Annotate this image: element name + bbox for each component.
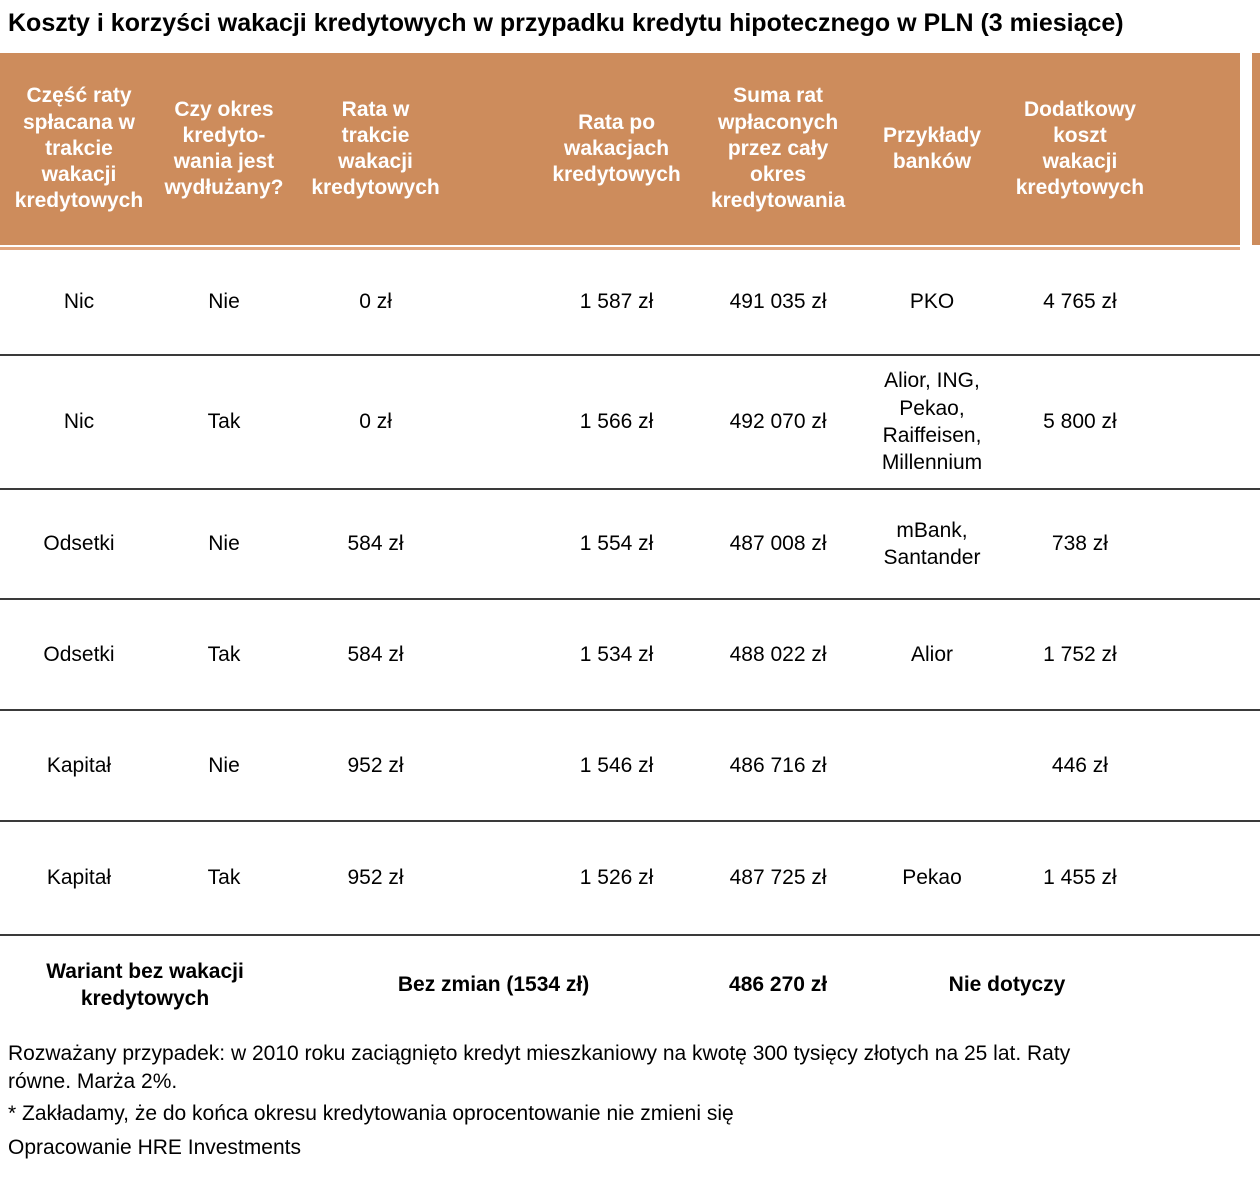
extra-cost-cell: 1 752 zł — [1043, 642, 1117, 666]
part-cell: Odsetki — [43, 642, 115, 666]
extension-cell: Nie — [208, 290, 240, 314]
footnote-case: Rozważany przypadek: w 2010 roku zaciągn… — [8, 1042, 1071, 1093]
header-cell-rate-after: Rata po wakacjach kredytowych — [552, 110, 681, 187]
extra-cost-cell: 4 765 zł — [1043, 290, 1117, 314]
table-row: Kapitał Nie 952 zł 1 546 zł 486 716 zł 4… — [0, 709, 1260, 820]
extension-cell: Nie — [208, 753, 240, 777]
header-cell-part: Część raty spłacana w trakcie wakacji kr… — [14, 84, 144, 213]
footnote-assumption: * Zakładamy, że do końca okresu kredytow… — [8, 1102, 734, 1125]
extra-cost-cell: 1 455 zł — [1043, 866, 1117, 890]
table-header-row: Część raty spłacana w trakcie wakacji kr… — [0, 53, 1240, 245]
rate-after-cell: 1 566 zł — [579, 410, 654, 434]
table-row: Kapitał Tak 952 zł 1 526 zł 487 725 zł P… — [0, 820, 1260, 934]
table-row: Nic Tak 0 zł 1 566 zł 492 070 zł Alior, … — [0, 354, 1260, 488]
extension-cell: Tak — [207, 410, 241, 434]
page-title: Koszty i korzyści wakacji kredytowych w … — [8, 9, 1124, 37]
extension-cell: Tak — [207, 642, 241, 666]
extension-cell: Tak — [207, 866, 241, 890]
rate-after-cell: 1 546 zł — [579, 753, 654, 777]
table-row: Odsetki Nie 584 zł 1 554 zł 487 008 zł m… — [0, 488, 1260, 598]
header-cell-banks: Przykłady banków — [882, 123, 982, 173]
banks-cell: mBank, Santander — [883, 518, 981, 569]
rate-during-cell: 584 zł — [347, 532, 404, 556]
total-sum-cell: 487 008 zł — [729, 532, 827, 556]
banks-cell: Alior — [910, 642, 953, 666]
total-sum-cell: 486 716 zł — [729, 753, 827, 777]
rate-after-cell: 1 554 zł — [579, 532, 654, 556]
total-sum-cell: 492 070 zł — [729, 410, 827, 434]
total-sum-cell: 488 022 zł — [729, 642, 827, 666]
rate-during-cell: 0 zł — [359, 290, 392, 314]
right-edge-accent-stripe — [1252, 53, 1260, 245]
header-cell-total-sum: Suma rat wpłaconych przez cały okres kre… — [710, 84, 846, 213]
rate-during-cell: 952 zł — [347, 753, 404, 777]
total-sum-cell: 491 035 zł — [729, 290, 827, 314]
rate-during-cell: 0 zł — [359, 410, 392, 434]
extension-cell: Nie — [208, 532, 240, 556]
part-cell: Nic — [63, 410, 95, 434]
banks-cell: Pekao — [902, 866, 962, 890]
header-underline — [0, 247, 1240, 250]
rate-after-cell: 1 526 zł — [579, 866, 654, 890]
summary-total: 486 270 zł — [729, 973, 828, 997]
table-row: Odsetki Tak 584 zł 1 534 zł 488 022 zł A… — [0, 598, 1260, 709]
part-cell: Nic — [63, 290, 95, 314]
table-row: Nic Nie 0 zł 1 587 zł 491 035 zł PKO 4 7… — [0, 250, 1260, 354]
total-sum-cell: 487 725 zł — [729, 866, 827, 890]
rate-after-cell: 1 534 zł — [579, 642, 654, 666]
header-cell-extension: Czy okres kredyto- wania jest wydłużany? — [164, 97, 284, 200]
banks-cell: Alior, ING, Pekao, Raiffeisen, Millenniu… — [881, 369, 983, 475]
part-cell: Kapitał — [46, 753, 112, 777]
part-cell: Kapitał — [46, 866, 112, 890]
banks-cell: PKO — [909, 290, 955, 314]
summary-label: Wariant bez wakacji kredytowych — [46, 959, 244, 1010]
header-cell-extra-cost: Dodatkowy koszt wakacji kredytowych — [1015, 97, 1145, 200]
footnotes: Rozważany przypadek: w 2010 roku zaciągn… — [0, 1034, 1260, 1162]
extra-cost-cell: 446 zł — [1051, 753, 1108, 777]
footnote-source: Opracowanie HRE Investments — [8, 1136, 301, 1159]
extra-cost-cell: 738 zł — [1051, 532, 1108, 556]
rate-during-cell: 584 zł — [347, 642, 404, 666]
part-cell: Odsetki — [43, 532, 115, 556]
table-body: Nic Nie 0 zł 1 587 zł 491 035 zł PKO 4 7… — [0, 250, 1260, 1034]
summary-row: Wariant bez wakacji kredytowych Bez zmia… — [0, 934, 1260, 1034]
header-cell-rate-during: Rata w trakcie wakacji kredytowych — [311, 97, 440, 200]
summary-banks: Nie dotyczy — [948, 973, 1066, 997]
summary-rate: Bez zmian (1534 zł) — [397, 973, 590, 997]
extra-cost-cell: 5 800 zł — [1043, 410, 1117, 434]
rate-during-cell: 952 zł — [347, 866, 404, 890]
rate-after-cell: 1 587 zł — [579, 290, 654, 314]
